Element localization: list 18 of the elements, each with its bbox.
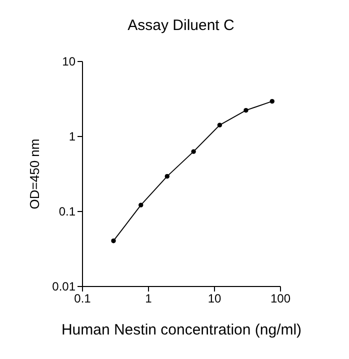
point [138,202,144,208]
x-axis-title: Human Nestin concentration (ng/ml) [61,322,302,338]
y-tick-label: 0.1 [58,204,76,218]
y-axis-title: OD=450 nm [27,138,42,210]
point [244,108,248,113]
x-tick-label: 100 [270,292,291,306]
x-tick-label: 0.1 [74,292,92,306]
point [111,238,116,244]
y-tick-label: 0.01 [52,280,76,294]
point [191,149,196,154]
y-tick-label: 10 [62,54,76,68]
x-tick-label: 1 [145,292,152,306]
point [270,98,274,104]
point [164,174,170,179]
x-tick-label: 10 [208,292,222,306]
point [217,122,222,128]
chart-title: Assay Diluent C [128,17,235,34]
y-tick-label: 1 [68,130,76,144]
